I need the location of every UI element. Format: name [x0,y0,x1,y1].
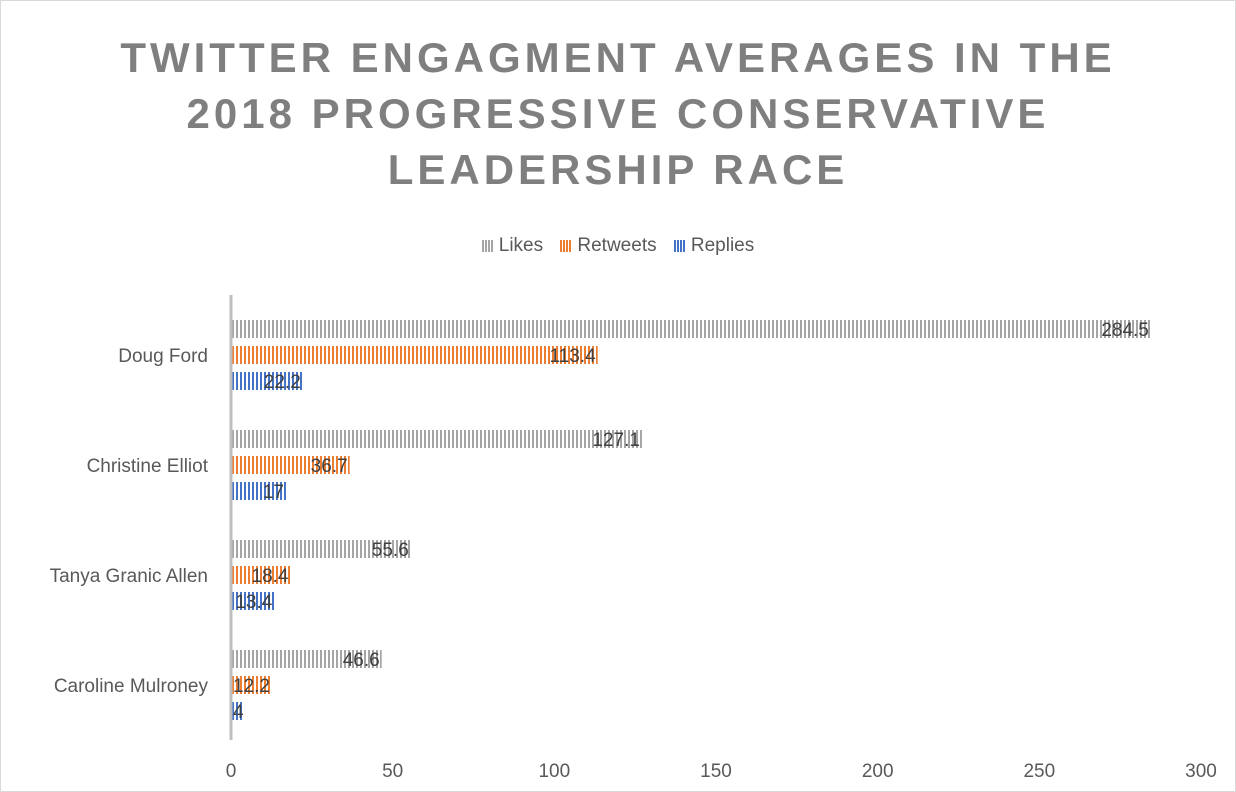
x-tick-label-300: 300 [1185,761,1217,782]
data-label-retweets-doug-ford: 113.4 [550,346,597,367]
bar-likes-tanya-granic-allen [231,540,411,558]
data-label-replies-doug-ford: 22.2 [264,372,301,393]
chart-title-line-1: TWITTER ENGAGMENT AVERAGES IN THE [120,34,1116,81]
data-label-retweets-tanya-granic-allen: 18.4 [252,566,289,587]
bar-replies-tanya-granic-allen [231,592,275,610]
bar-likes-doug-ford [231,320,1151,338]
bar-replies-christine-elliot [231,482,286,500]
data-label-likes-doug-ford: 284.5 [1101,320,1149,341]
category-label-tanya-granic-allen: Tanya Granic Allen [50,566,208,587]
x-axis-ticks-group: 0 50 100 150 200 250 300 [226,761,1217,782]
data-label-replies-tanya-granic-allen: 13.4 [235,592,272,613]
bar-retweets-tanya-granic-allen [231,566,291,584]
data-label-replies-christine-elliot: 17 [263,482,284,503]
data-labels-group: 284.5 113.4 22.2 127.1 36.7 17 55.6 18.4 13.4 46.… [233,320,1149,723]
legend-item-likes: Likes [481,235,544,257]
bar-replies-caroline-mulroney [231,702,244,720]
data-label-retweets-caroline-mulroney: 12.2 [233,676,270,697]
legend-swatch-likes [481,240,494,252]
category-label-caroline-mulroney: Caroline Mulroney [54,676,209,697]
legend-label-likes: Likes [498,235,544,256]
x-tick-label-200: 200 [862,761,894,782]
category-label-doug-ford: Doug Ford [118,346,208,367]
chart-legend: Likes Retweets Replies [0,235,1236,258]
x-tick-label-100: 100 [538,761,570,782]
data-label-likes-christine-elliot: 127.1 [592,430,640,451]
data-label-retweets-christine-elliot: 36.7 [311,456,348,477]
bar-likes-christine-elliot [231,430,642,448]
bar-replies-doug-ford [231,372,303,390]
legend-label-retweets: Retweets [577,235,657,256]
bar-likes-caroline-mulroney [231,650,382,668]
category-label-christine-elliot: Christine Elliot [87,456,209,477]
x-tick-label-150: 150 [700,761,732,782]
legend-item-retweets: Retweets [560,235,657,257]
bar-retweets-doug-ford [231,346,598,364]
chart-title-line-2: 2018 PROGRESSIVE CONSERVATIVE [186,90,1050,137]
legend-item-replies: Replies [673,235,755,257]
legend-swatch-replies [673,240,686,252]
chart-title-line-3: LEADERSHIP RACE [387,146,849,193]
x-tick-label-50: 50 [382,761,403,782]
bars-group [231,320,1151,720]
data-label-likes-caroline-mulroney: 46.6 [343,650,380,671]
x-tick-label-0: 0 [226,761,237,782]
data-label-replies-caroline-mulroney: 4 [233,702,244,723]
legend-swatch-retweets [560,240,573,252]
bar-retweets-christine-elliot [231,456,350,474]
chart-title: TWITTER ENGAGMENT AVERAGES IN THE 2018 P… [0,30,1236,198]
legend-label-replies: Replies [690,235,755,256]
category-labels-group: Doug Ford Christine Elliot Tanya Granic Al… [50,346,209,697]
bar-retweets-caroline-mulroney [231,676,271,694]
x-tick-label-250: 250 [1023,761,1055,782]
data-label-likes-tanya-granic-allen: 55.6 [372,540,409,561]
